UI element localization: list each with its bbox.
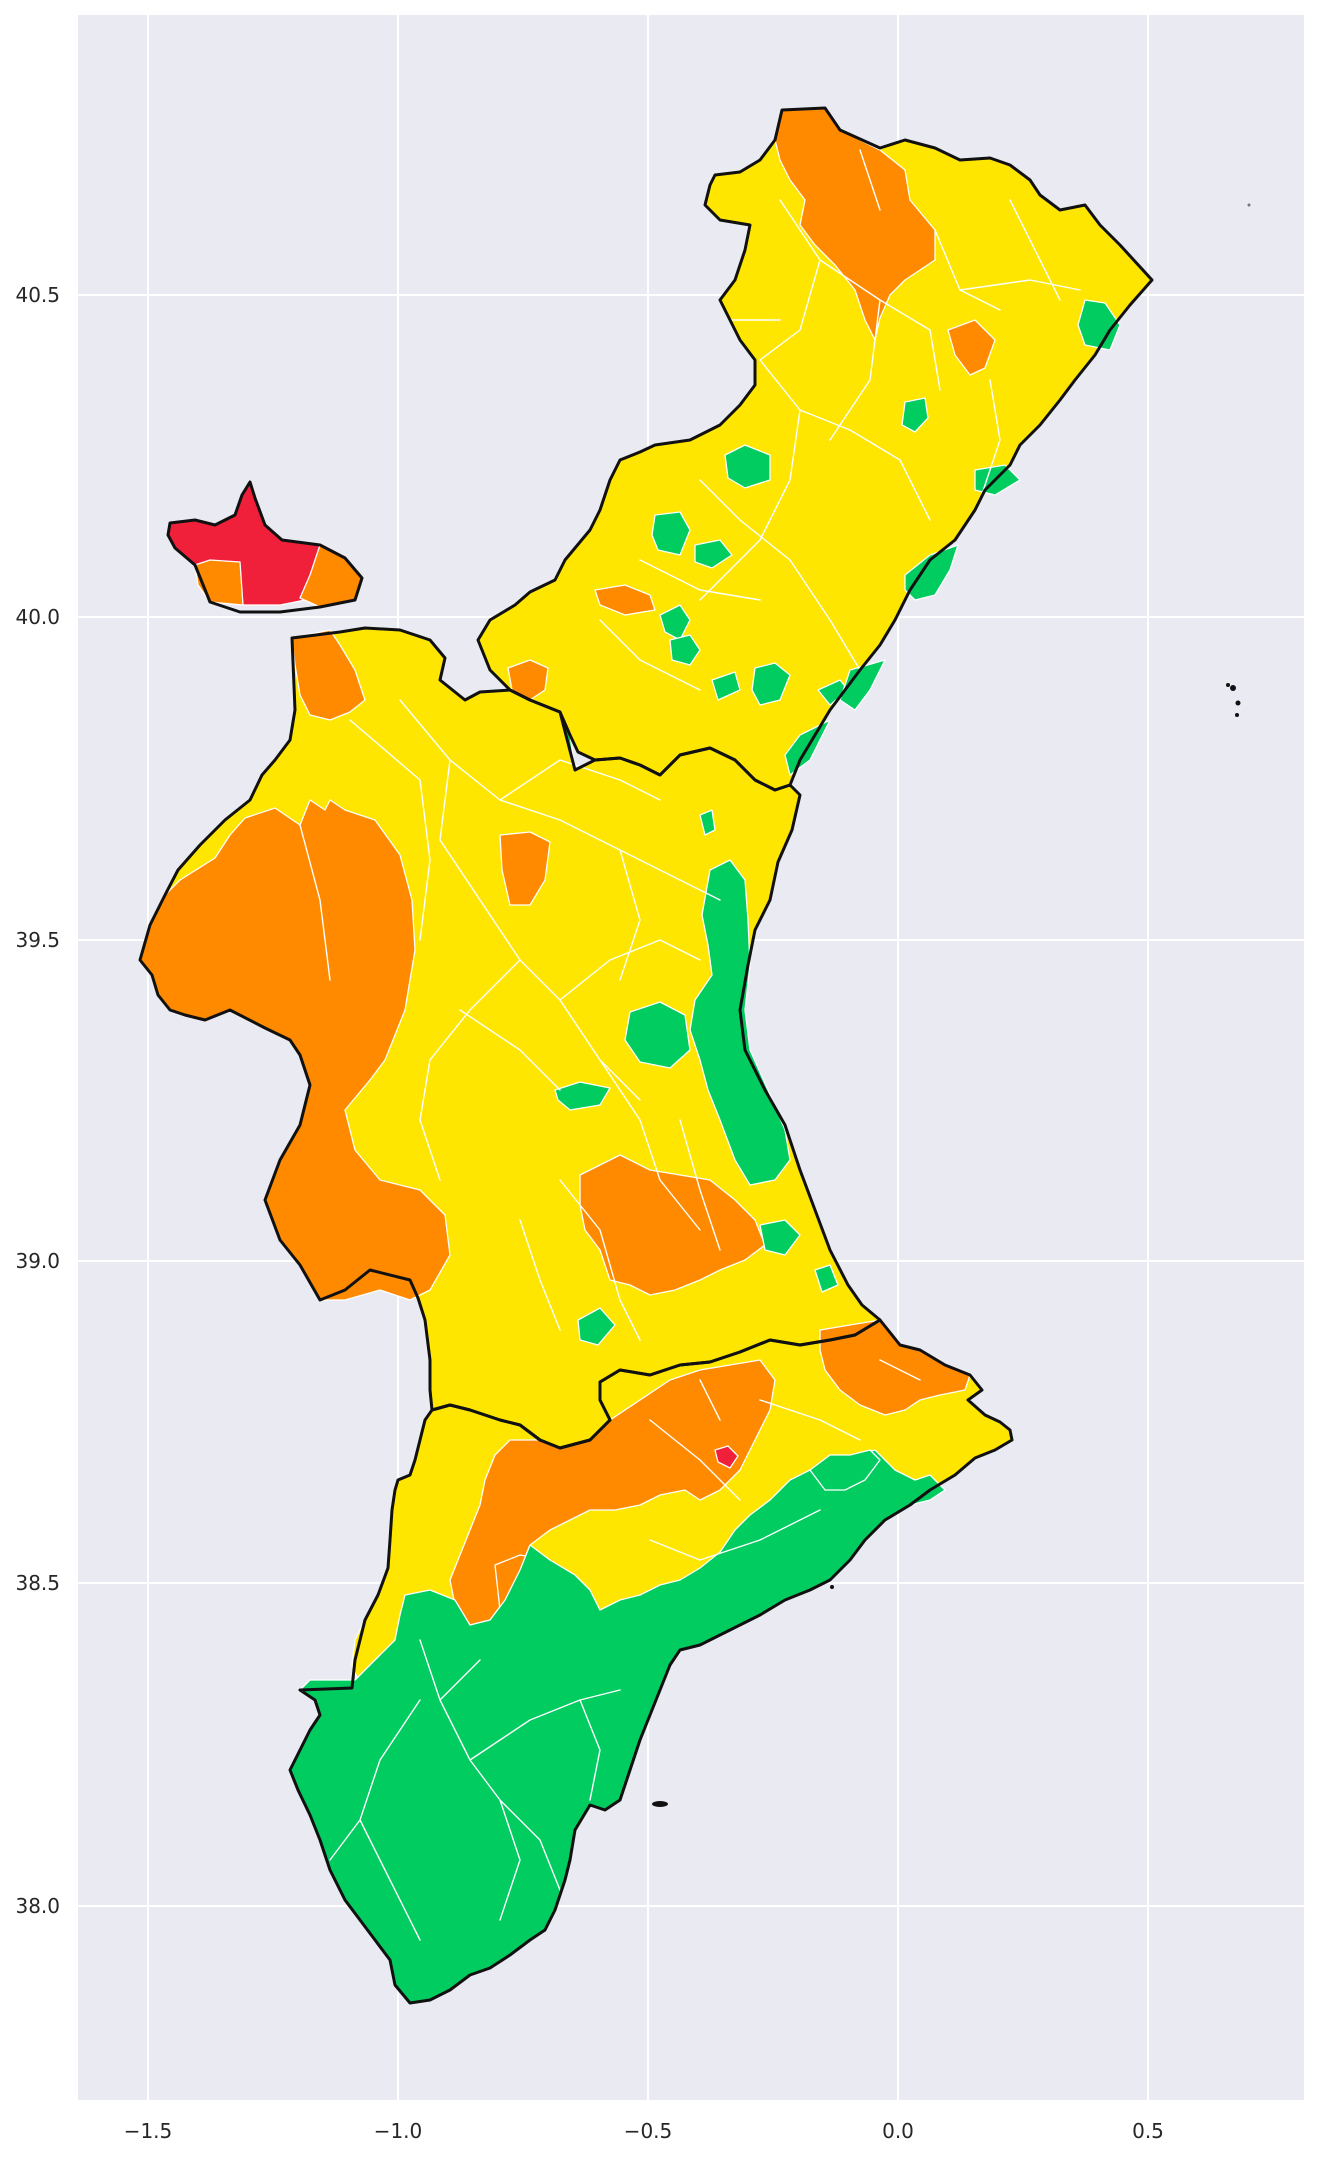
island-columbretes-2 — [1235, 700, 1241, 706]
region-castellon-green-2 — [901, 397, 929, 433]
outlines — [138, 106, 1251, 2005]
island-benidorm — [830, 1585, 834, 1589]
island-columbretes-3 — [1235, 713, 1239, 717]
region-valencia-green-coast — [689, 859, 791, 1186]
outline-alicante — [288, 1318, 1014, 2005]
region-alicante-orange-center — [449, 1359, 776, 1626]
y-tick-label: 40.5 — [15, 283, 60, 307]
muni-lines-castellon — [599, 149, 1081, 691]
province-valencia — [139, 627, 881, 1449]
region-valencia-orange-south — [579, 1154, 766, 1296]
region-castellon-orange-east — [947, 319, 996, 376]
region-castellon-green-11 — [711, 671, 741, 701]
x-tick-label: 0.0 — [882, 2119, 914, 2143]
y-tick-label: 40.0 — [15, 605, 60, 629]
province-castellon — [477, 107, 1153, 791]
region-alicante-red — [714, 1445, 739, 1469]
region-castellon-green-1 — [1077, 299, 1121, 351]
region-valencia-green-6 — [577, 1307, 616, 1346]
island-columbretes-4 — [1226, 683, 1230, 687]
x-tick-label: −1.0 — [374, 2119, 423, 2143]
region-valencia-orange-center — [499, 831, 551, 906]
x-tick-label: 0.5 — [1132, 2119, 1164, 2143]
region-valencia-green-3 — [554, 1081, 611, 1111]
region-valencia-green-5 — [759, 1219, 801, 1256]
region-valencia-orange-north — [291, 629, 366, 721]
region-castellon-green-4 — [724, 444, 771, 489]
region-valencia-green-4 — [699, 809, 716, 836]
outline-ademuz — [166, 480, 364, 614]
x-axis: −1.5 −1.0 −0.5 0.0 0.5 — [124, 2119, 1164, 2143]
x-tick-label: −1.5 — [124, 2119, 173, 2143]
y-tick-label: 38.5 — [15, 1571, 60, 1595]
region-valencia-green-2 — [624, 1001, 691, 1069]
island-tabarca — [652, 1801, 668, 1807]
y-axis: 38.0 38.5 39.0 39.5 40.0 40.5 — [15, 283, 60, 1918]
region-castellon-green-10 — [751, 662, 791, 706]
region-castellon-green-8 — [659, 604, 691, 641]
municipal-boundaries — [299, 149, 1081, 1941]
island-ne — [1247, 203, 1251, 207]
region-valencia-green-7 — [814, 1264, 839, 1293]
y-tick-label: 39.0 — [15, 1249, 60, 1273]
y-tick-label: 38.0 — [15, 1894, 60, 1918]
region-castellon-green-5 — [651, 511, 691, 556]
region-castellon-green-6 — [694, 539, 733, 569]
muni-lines-valencia — [299, 699, 721, 1341]
x-tick-label: −0.5 — [624, 2119, 673, 2143]
region-alicante-green-north — [809, 1449, 881, 1491]
region-castellon-green-7 — [904, 544, 959, 601]
region-castellon-green-9 — [669, 634, 701, 666]
island-columbretes-1 — [1230, 685, 1236, 691]
region-castellon-orange-north — [774, 107, 936, 341]
y-tick-label: 39.5 — [15, 928, 60, 952]
region-castellon-orange-mid — [594, 584, 656, 616]
muni-lines-alicante — [329, 1359, 921, 1941]
